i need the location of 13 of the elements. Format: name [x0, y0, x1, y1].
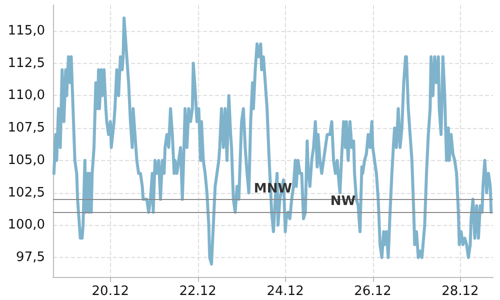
- y-tick-label: 110,0: [8, 88, 45, 104]
- x-tick-label: 26.12: [354, 284, 392, 299]
- y-tick-label: 102,5: [8, 185, 45, 200]
- x-tick-label: 20.12: [92, 284, 129, 299]
- x-tick-label: 28.12: [442, 284, 479, 299]
- x-tick-label: 22.12: [179, 284, 216, 299]
- x-tick-label: 24.12: [266, 284, 304, 299]
- y-tick-label: 115,0: [8, 23, 45, 38]
- y-tick-label: 100,0: [8, 218, 45, 233]
- y-tick-label: 112,5: [8, 56, 45, 71]
- y-tick-label: 97,5: [16, 250, 45, 266]
- y-tick-label: 105,0: [8, 152, 45, 168]
- y-tick-label: 107,5: [8, 120, 45, 136]
